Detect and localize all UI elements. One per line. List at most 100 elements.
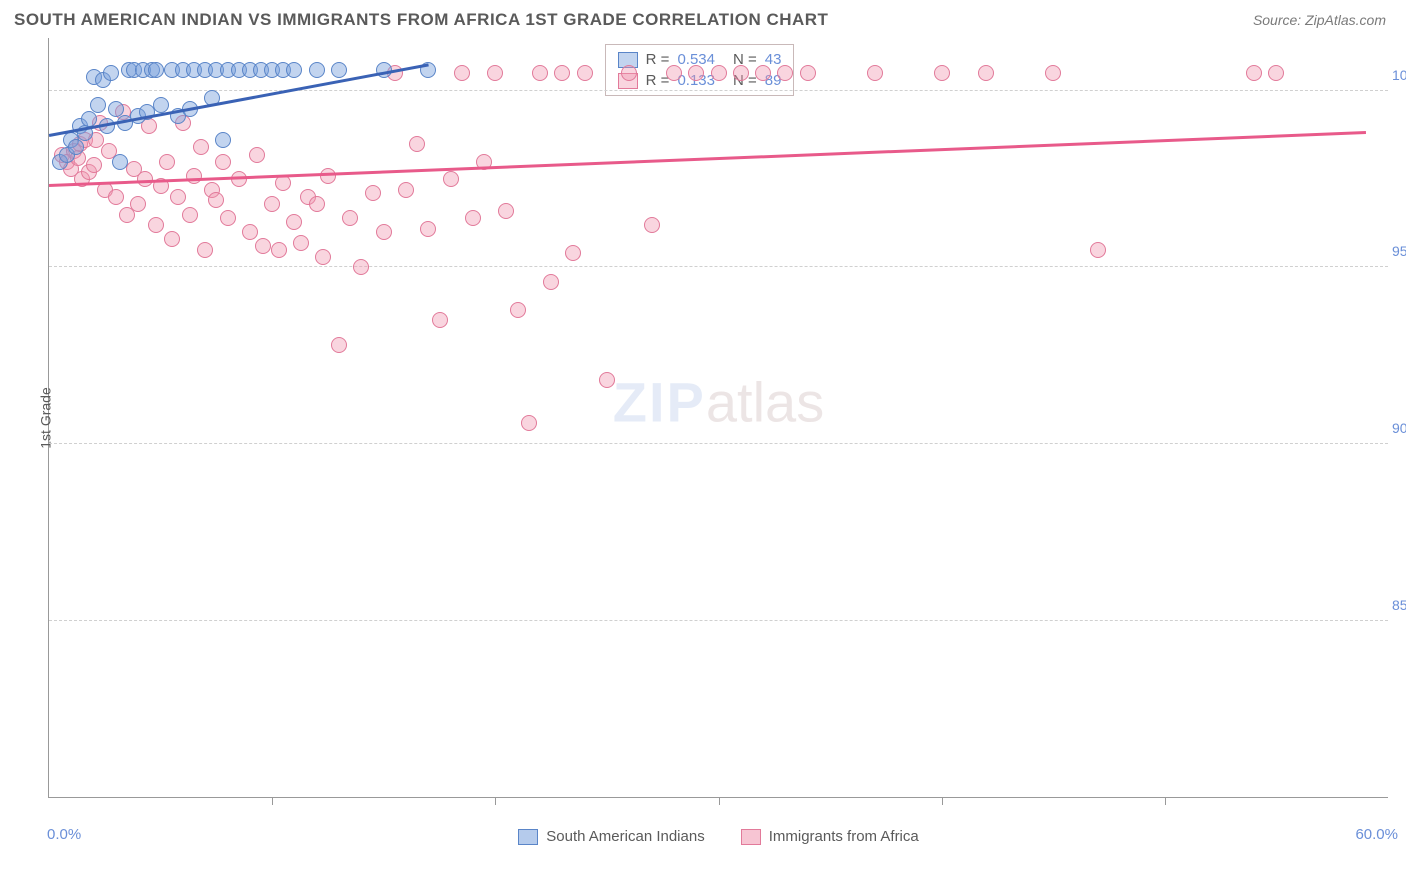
data-point xyxy=(242,224,258,240)
data-point xyxy=(342,210,358,226)
data-point xyxy=(867,65,883,81)
data-point xyxy=(186,168,202,184)
data-point xyxy=(443,171,459,187)
legend-r-label: R = xyxy=(646,51,670,68)
legend-swatch xyxy=(518,829,538,845)
data-point xyxy=(90,97,106,113)
data-point xyxy=(800,65,816,81)
watermark-atlas: atlas xyxy=(706,371,824,434)
chart-title: SOUTH AMERICAN INDIAN VS IMMIGRANTS FROM… xyxy=(14,10,828,30)
data-point xyxy=(498,203,514,219)
data-point xyxy=(164,231,180,247)
data-point xyxy=(376,224,392,240)
gridline xyxy=(49,443,1388,444)
data-point xyxy=(220,210,236,226)
data-point xyxy=(487,65,503,81)
gridline xyxy=(49,266,1388,267)
data-point xyxy=(68,139,84,155)
x-tick xyxy=(272,797,273,805)
legend-item: South American Indians xyxy=(518,828,704,845)
data-point xyxy=(130,196,146,212)
data-point xyxy=(1246,65,1262,81)
data-point xyxy=(1090,242,1106,258)
legend-n-value: 43 xyxy=(765,51,782,68)
legend-label: Immigrants from Africa xyxy=(769,828,919,845)
data-point xyxy=(286,214,302,230)
x-tick-label: 60.0% xyxy=(1355,826,1398,843)
data-point xyxy=(215,154,231,170)
gridline xyxy=(49,90,1388,91)
data-point xyxy=(621,65,637,81)
data-point xyxy=(465,210,481,226)
data-point xyxy=(934,65,950,81)
data-point xyxy=(148,217,164,233)
header: SOUTH AMERICAN INDIAN VS IMMIGRANTS FROM… xyxy=(0,0,1406,38)
gridline xyxy=(49,620,1388,621)
data-point xyxy=(432,312,448,328)
data-point xyxy=(1268,65,1284,81)
y-tick-label: 90.0% xyxy=(1392,420,1406,436)
data-point xyxy=(331,62,347,78)
data-point xyxy=(309,62,325,78)
x-tick xyxy=(495,797,496,805)
watermark: ZIPatlas xyxy=(613,370,824,435)
y-axis-label: 1st Grade xyxy=(38,387,54,448)
data-point xyxy=(353,259,369,275)
data-point xyxy=(666,65,682,81)
watermark-zip: ZIP xyxy=(613,371,706,434)
data-point xyxy=(543,274,559,290)
data-point xyxy=(521,415,537,431)
legend-swatch xyxy=(741,829,761,845)
data-point xyxy=(777,65,793,81)
data-point xyxy=(755,65,771,81)
y-tick-label: 85.0% xyxy=(1392,597,1406,613)
data-point xyxy=(577,65,593,81)
trend-line xyxy=(49,131,1366,186)
data-point xyxy=(365,185,381,201)
data-point xyxy=(331,337,347,353)
data-point xyxy=(208,192,224,208)
correlation-scatter-chart: 1st Grade ZIPatlas R =0.534N =43R =0.133… xyxy=(48,38,1388,798)
legend-series: South American Indians Immigrants from Af… xyxy=(49,828,1388,845)
data-point xyxy=(255,238,271,254)
data-point xyxy=(153,97,169,113)
data-point xyxy=(320,168,336,184)
data-point xyxy=(711,65,727,81)
data-point xyxy=(454,65,470,81)
data-point xyxy=(644,217,660,233)
data-point xyxy=(309,196,325,212)
x-tick-label: 0.0% xyxy=(47,826,81,843)
data-point xyxy=(271,242,287,258)
data-point xyxy=(978,65,994,81)
x-tick xyxy=(1165,797,1166,805)
data-point xyxy=(315,249,331,265)
data-point xyxy=(599,372,615,388)
data-point xyxy=(420,221,436,237)
data-point xyxy=(688,65,704,81)
data-point xyxy=(112,154,128,170)
data-point xyxy=(182,207,198,223)
x-tick xyxy=(719,797,720,805)
data-point xyxy=(231,171,247,187)
legend-label: South American Indians xyxy=(546,828,704,845)
data-point xyxy=(554,65,570,81)
y-tick-label: 95.0% xyxy=(1392,243,1406,259)
data-point xyxy=(193,139,209,155)
data-point xyxy=(264,196,280,212)
data-point xyxy=(286,62,302,78)
data-point xyxy=(293,235,309,251)
data-point xyxy=(733,65,749,81)
data-point xyxy=(1045,65,1061,81)
data-point xyxy=(532,65,548,81)
data-point xyxy=(148,62,164,78)
data-point xyxy=(565,245,581,261)
data-point xyxy=(398,182,414,198)
data-point xyxy=(86,157,102,173)
data-point xyxy=(249,147,265,163)
data-point xyxy=(197,242,213,258)
data-point xyxy=(108,189,124,205)
data-point xyxy=(510,302,526,318)
x-tick xyxy=(942,797,943,805)
data-point xyxy=(170,189,186,205)
y-tick-label: 100.0% xyxy=(1392,67,1406,83)
